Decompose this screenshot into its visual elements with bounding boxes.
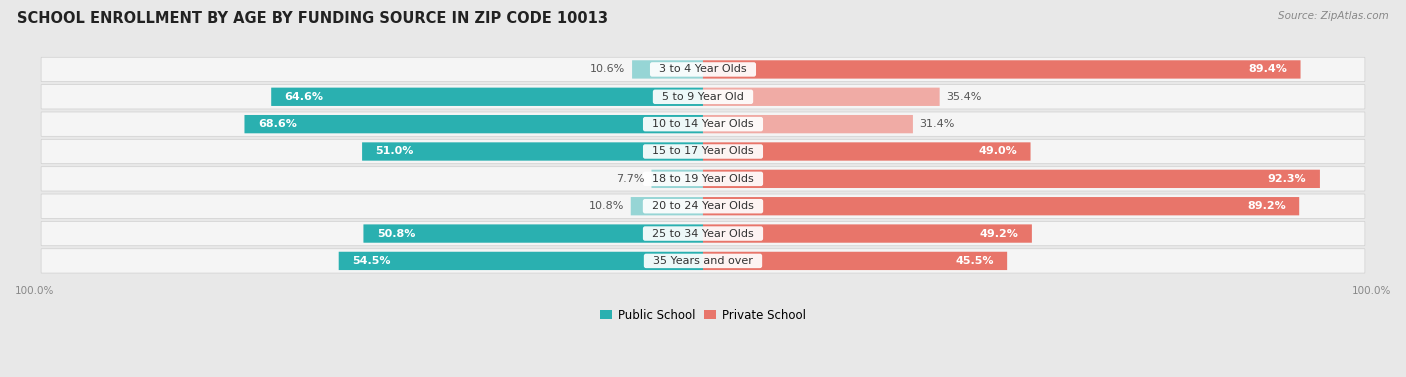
- Text: 45.5%: 45.5%: [955, 256, 994, 266]
- Text: 35 Years and over: 35 Years and over: [647, 256, 759, 266]
- Legend: Public School, Private School: Public School, Private School: [595, 304, 811, 326]
- FancyBboxPatch shape: [41, 167, 1365, 191]
- FancyBboxPatch shape: [41, 249, 1365, 273]
- Text: 64.6%: 64.6%: [284, 92, 323, 102]
- FancyBboxPatch shape: [41, 57, 1365, 81]
- Text: 68.6%: 68.6%: [257, 119, 297, 129]
- FancyBboxPatch shape: [363, 224, 703, 243]
- Text: 92.3%: 92.3%: [1268, 174, 1306, 184]
- Text: 20 to 24 Year Olds: 20 to 24 Year Olds: [645, 201, 761, 211]
- Text: 15 to 17 Year Olds: 15 to 17 Year Olds: [645, 147, 761, 156]
- Text: 3 to 4 Year Olds: 3 to 4 Year Olds: [652, 64, 754, 74]
- FancyBboxPatch shape: [41, 112, 1365, 136]
- FancyBboxPatch shape: [633, 60, 703, 79]
- Text: 18 to 19 Year Olds: 18 to 19 Year Olds: [645, 174, 761, 184]
- FancyBboxPatch shape: [703, 252, 1007, 270]
- Text: 25 to 34 Year Olds: 25 to 34 Year Olds: [645, 228, 761, 239]
- Text: 5 to 9 Year Old: 5 to 9 Year Old: [655, 92, 751, 102]
- FancyBboxPatch shape: [363, 143, 703, 161]
- FancyBboxPatch shape: [41, 139, 1365, 164]
- Text: 49.2%: 49.2%: [980, 228, 1018, 239]
- Text: 89.2%: 89.2%: [1247, 201, 1285, 211]
- Text: SCHOOL ENROLLMENT BY AGE BY FUNDING SOURCE IN ZIP CODE 10013: SCHOOL ENROLLMENT BY AGE BY FUNDING SOUR…: [17, 11, 607, 26]
- Text: 10.6%: 10.6%: [591, 64, 626, 74]
- FancyBboxPatch shape: [245, 115, 703, 133]
- Text: Source: ZipAtlas.com: Source: ZipAtlas.com: [1278, 11, 1389, 21]
- Text: 89.4%: 89.4%: [1249, 64, 1286, 74]
- Text: 50.8%: 50.8%: [377, 228, 415, 239]
- FancyBboxPatch shape: [41, 221, 1365, 246]
- FancyBboxPatch shape: [703, 224, 1032, 243]
- Text: 10.8%: 10.8%: [589, 201, 624, 211]
- Text: 35.4%: 35.4%: [946, 92, 981, 102]
- FancyBboxPatch shape: [41, 194, 1365, 218]
- Text: 51.0%: 51.0%: [375, 147, 413, 156]
- Text: 54.5%: 54.5%: [352, 256, 391, 266]
- FancyBboxPatch shape: [703, 170, 1320, 188]
- FancyBboxPatch shape: [651, 170, 703, 188]
- Text: 49.0%: 49.0%: [979, 147, 1017, 156]
- FancyBboxPatch shape: [339, 252, 703, 270]
- FancyBboxPatch shape: [703, 115, 912, 133]
- FancyBboxPatch shape: [703, 197, 1299, 215]
- FancyBboxPatch shape: [631, 197, 703, 215]
- Text: 7.7%: 7.7%: [616, 174, 645, 184]
- FancyBboxPatch shape: [703, 87, 939, 106]
- FancyBboxPatch shape: [41, 84, 1365, 109]
- Text: 10 to 14 Year Olds: 10 to 14 Year Olds: [645, 119, 761, 129]
- Text: 31.4%: 31.4%: [920, 119, 955, 129]
- FancyBboxPatch shape: [703, 143, 1031, 161]
- FancyBboxPatch shape: [703, 60, 1301, 79]
- FancyBboxPatch shape: [271, 87, 703, 106]
